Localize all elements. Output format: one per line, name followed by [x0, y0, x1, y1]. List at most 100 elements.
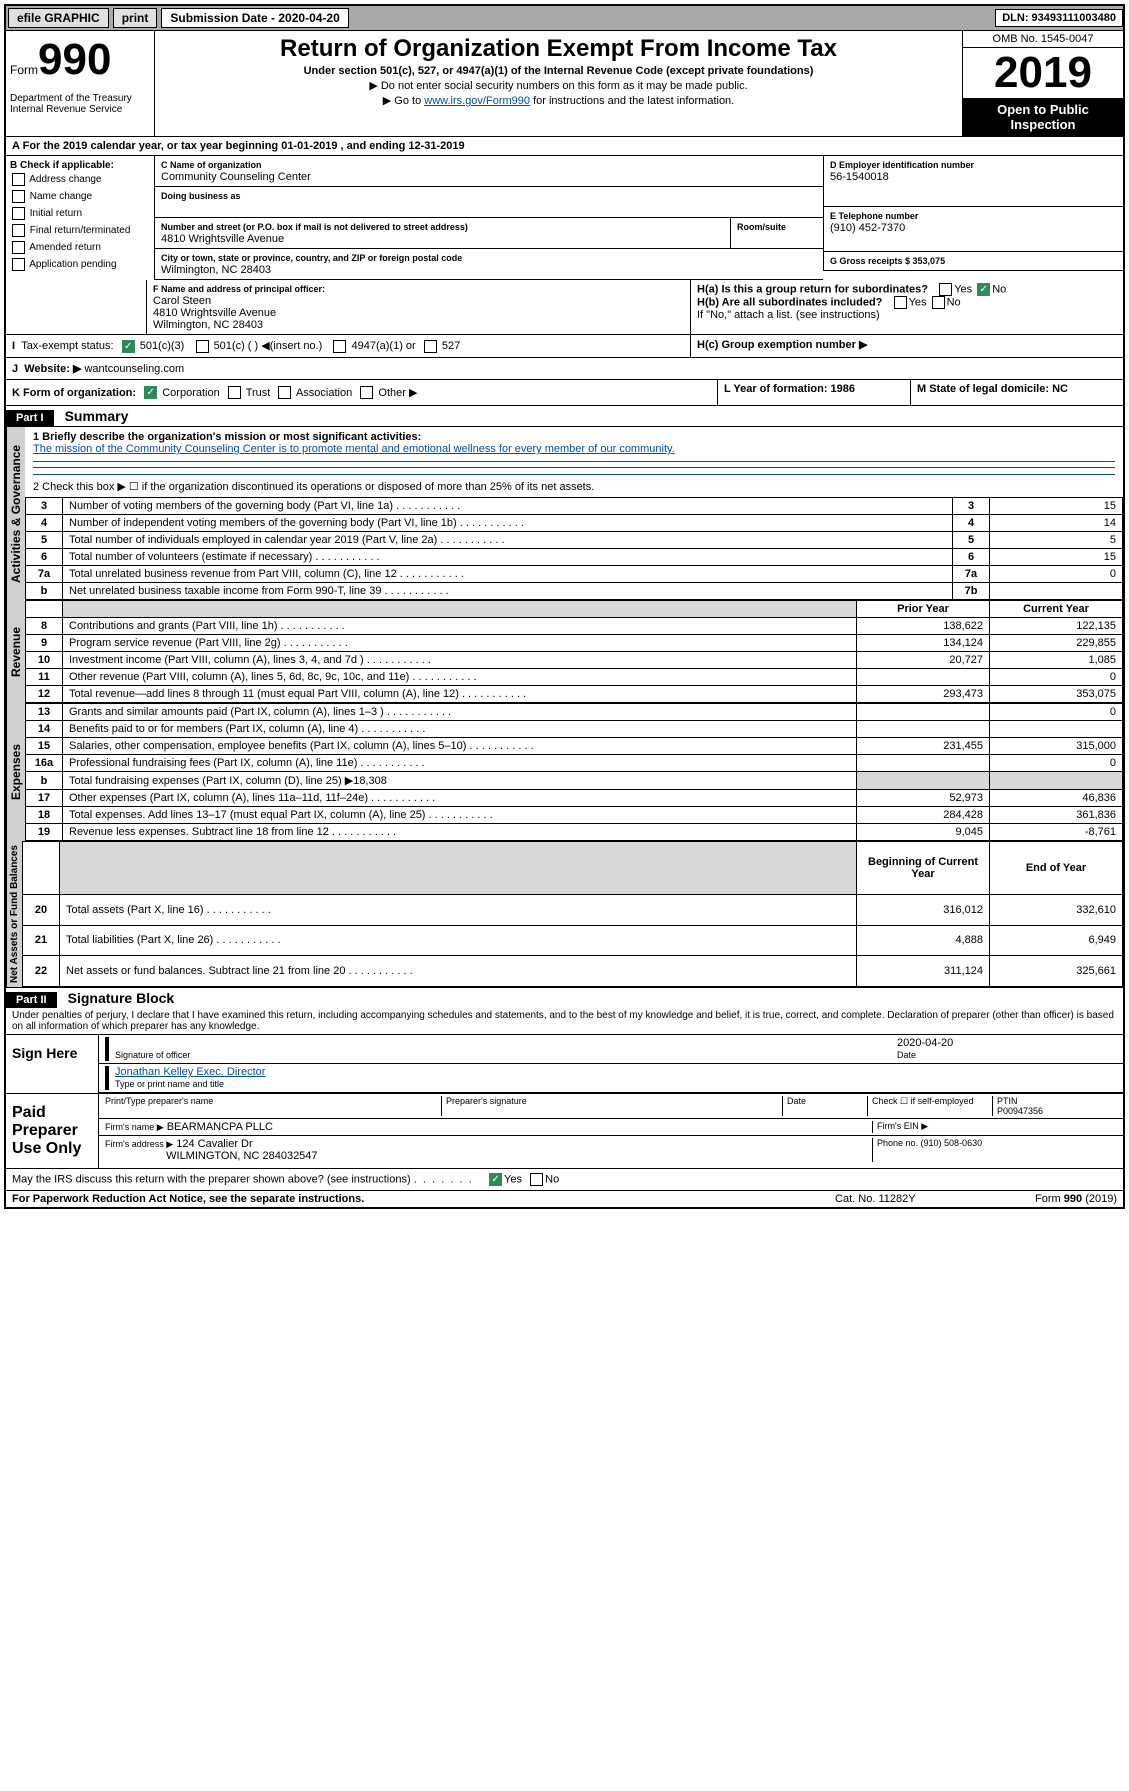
other-label: Other ▶ [378, 387, 417, 399]
hc-label: H(c) Group exemption number ▶ [697, 339, 867, 351]
part1-header: Part I Summary [6, 406, 1123, 427]
form-number: 990 [38, 35, 111, 84]
part1-badge: Part I [6, 410, 54, 426]
assoc-label: Association [296, 387, 352, 399]
no-label: No [992, 283, 1006, 295]
sign-here-label: Sign Here [6, 1035, 99, 1093]
prep-date-label: Date [782, 1096, 867, 1116]
discuss-no-checkbox[interactable] [530, 1173, 543, 1186]
omb-label: OMB No. 1545-0047 [963, 31, 1123, 48]
typed-label: Type or print name and title [115, 1079, 224, 1089]
chk-527[interactable] [424, 340, 437, 353]
form-header: Form990 Department of the Treasury Inter… [6, 31, 1123, 137]
vtab-revenue: Revenue [6, 600, 25, 703]
room-label: Room/suite [737, 222, 786, 232]
dept-label1: Department of the Treasury [10, 93, 150, 104]
g-label: G Gross receipts $ 353,075 [830, 256, 945, 266]
dln-label: DLN: 93493111003480 [995, 9, 1123, 27]
form-subtitle3: ▶ Go to www.irs.gov/Form990 for instruct… [159, 94, 958, 107]
vtab-governance: Activities & Governance [6, 427, 25, 600]
i-label: Tax-exempt status: [21, 340, 113, 352]
e-label: E Telephone number [830, 211, 918, 221]
spacer-b [6, 280, 146, 334]
addr-label: Number and street (or P.O. box if mail i… [161, 222, 468, 232]
prep-name-label: Print/Type preparer's name [105, 1096, 441, 1116]
ptin-value: P00947356 [997, 1106, 1043, 1116]
form-prefix: Form [10, 63, 38, 77]
part2-title: Signature Block [60, 988, 183, 1008]
submission-date-label: Submission Date - 2020-04-20 [161, 8, 348, 28]
period-line: A For the 2019 calendar year, or tax yea… [6, 137, 1123, 156]
corp-label: Corporation [162, 387, 219, 399]
c-label: C Name of organization [161, 160, 262, 170]
irs-link[interactable]: www.irs.gov/Form990 [424, 95, 530, 107]
print-button[interactable]: print [113, 8, 158, 28]
chk-501c[interactable] [196, 340, 209, 353]
row-i: I Tax-exempt status: ✓ 501(c)(3) 501(c) … [6, 335, 1123, 358]
chk-4947[interactable] [333, 340, 346, 353]
firm-addr-label: Firm's address ▶ [105, 1139, 173, 1149]
part1-body: Activities & Governance 1 Briefly descri… [6, 427, 1123, 600]
sub3-pre: Go to [394, 95, 424, 107]
chk-assoc[interactable] [278, 386, 291, 399]
hb-label: H(b) Are all subordinates included? [697, 296, 882, 308]
ha-label: H(a) Is this a group return for subordin… [697, 283, 928, 295]
firm-name: BEARMANCPA PLLC [167, 1121, 273, 1133]
l-label: L Year of formation: 1986 [724, 383, 855, 395]
header-left: Form990 Department of the Treasury Inter… [6, 31, 155, 136]
ha-no-checkbox[interactable]: ✓ [977, 283, 990, 296]
ha-yes-checkbox[interactable] [939, 283, 952, 296]
header-right: OMB No. 1545-0047 2019 Open to Public In… [962, 31, 1123, 136]
tax-year: 2019 [963, 48, 1123, 98]
hb-note: If "No," attach a list. (see instruction… [697, 309, 1117, 321]
check-application-pending[interactable]: Application pending [10, 256, 150, 273]
hb-yes-checkbox[interactable] [894, 296, 907, 309]
discuss-yes-checkbox[interactable]: ✓ [489, 1173, 502, 1186]
col-b-checkboxes: B Check if applicable: Address change Na… [6, 156, 154, 280]
open-public-label: Open to Public Inspection [963, 98, 1123, 136]
check-address-change[interactable]: Address change [10, 171, 150, 188]
ptin-label: PTIN [997, 1096, 1018, 1106]
form-subtitle1: Under section 501(c), 527, or 4947(a)(1)… [159, 65, 958, 77]
discuss-row: May the IRS discuss this return with the… [6, 1168, 1123, 1190]
paperwork-notice: For Paperwork Reduction Act Notice, see … [12, 1193, 835, 1205]
sig-officer-label: Signature of officer [115, 1050, 190, 1060]
chk-trust[interactable] [228, 386, 241, 399]
form-subtitle2: Do not enter social security numbers on … [159, 79, 958, 92]
4947-label: 4947(a)(1) or [352, 340, 416, 352]
revenue-section: Revenue Prior YearCurrent Year8Contribut… [6, 600, 1123, 703]
chk-other[interactable] [360, 386, 373, 399]
chk-corp[interactable]: ✓ [144, 386, 157, 399]
sub3-post: for instructions and the latest informat… [530, 95, 734, 107]
netassets-table: Beginning of Current YearEnd of Year20To… [22, 841, 1123, 987]
k-label: K Form of organization: [12, 387, 136, 399]
prep-sig-label: Preparer's signature [441, 1096, 782, 1116]
row-j: J Website: ▶ wantcounseling.com [6, 358, 1123, 380]
cat-no: Cat. No. 11282Y [835, 1193, 1035, 1205]
firm-addr1: 124 Cavalier Dr [176, 1138, 252, 1150]
sign-block: Sign Here Signature of officer 2020-04-2… [6, 1034, 1123, 1093]
check-initial-return[interactable]: Initial return [10, 205, 150, 222]
part2-badge: Part II [6, 992, 57, 1008]
efile-graphic-button[interactable]: efile GRAPHIC [8, 8, 109, 28]
typed-name: Jonathan Kelley Exec. Director [115, 1066, 265, 1078]
check-amended-return[interactable]: Amended return [10, 239, 150, 256]
officer-addr2: Wilmington, NC 28403 [153, 319, 263, 331]
sig-date-label: Date [897, 1050, 916, 1060]
netassets-section: Net Assets or Fund Balances Beginning of… [6, 841, 1123, 987]
row-fh: F Name and address of principal officer:… [6, 280, 1123, 335]
m-label: M State of legal domicile: NC [917, 383, 1068, 395]
hb-no-checkbox[interactable] [932, 296, 945, 309]
vtab-netassets: Net Assets or Fund Balances [6, 841, 22, 987]
phone-value: (910) 452-7370 [830, 222, 905, 234]
firm-phone: Phone no. (910) 508-0630 [872, 1138, 1117, 1162]
form-title: Return of Organization Exempt From Incom… [159, 35, 958, 63]
section-a: B Check if applicable: Address change Na… [6, 156, 1123, 280]
chk-501c3[interactable]: ✓ [122, 340, 135, 353]
row-klm: K Form of organization: ✓ Corporation Tr… [6, 380, 1123, 407]
discuss-text: May the IRS discuss this return with the… [12, 1174, 411, 1186]
check-name-change[interactable]: Name change [10, 188, 150, 205]
check-final-return-terminated[interactable]: Final return/terminated [10, 222, 150, 239]
d-label: D Employer identification number [830, 160, 974, 170]
header-center: Return of Organization Exempt From Incom… [155, 31, 962, 136]
